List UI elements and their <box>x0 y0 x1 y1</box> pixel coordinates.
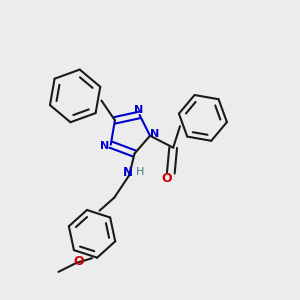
Text: N: N <box>123 166 133 179</box>
Text: N: N <box>100 141 109 151</box>
Text: O: O <box>74 255 84 268</box>
Text: N: N <box>150 129 159 139</box>
Text: O: O <box>161 172 172 185</box>
Text: H: H <box>136 167 145 177</box>
Text: N: N <box>134 105 143 115</box>
